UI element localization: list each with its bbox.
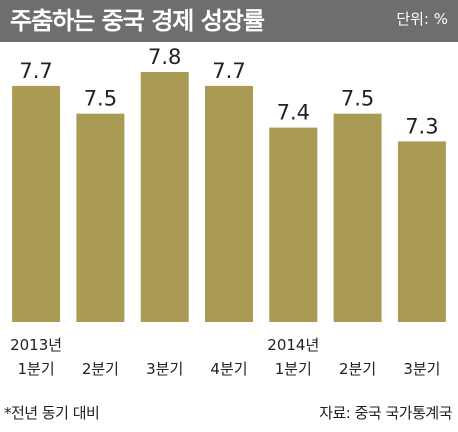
tick-label-year-1: 2013년 (10, 336, 62, 354)
data-label-4: 7.7 (212, 59, 245, 83)
tick-label-quarter-2: 2분기 (82, 360, 119, 378)
bar-chart: 7.7 2013년 1분기 7.5 2분기 7.8 3분기 7.7 4분기 7.4 2014년 1분기… (10, 45, 446, 378)
source-note: 자료: 중국 국가통계국 (319, 404, 452, 422)
data-label-6: 7.5 (341, 87, 374, 111)
data-label-5: 7.4 (277, 101, 310, 125)
bar-4 (205, 85, 253, 323)
bar-7 (397, 141, 446, 322)
tick-label-quarter-1: 1분기 (18, 360, 55, 378)
tick-label-year-5: 2014년 (267, 336, 319, 354)
tick-label-quarter-5: 1분기 (275, 360, 312, 378)
data-label-7: 7.3 (405, 114, 438, 138)
bar-3 (140, 72, 189, 322)
data-label-1: 7.7 (19, 59, 52, 83)
bar-1 (12, 85, 61, 323)
chart-title: 주춤하는 중국 경제 성장률 (10, 7, 265, 35)
tick-label-quarter-4: 4분기 (210, 360, 247, 378)
tick-label-quarter-3: 3분기 (146, 360, 183, 378)
data-label-2: 7.5 (84, 87, 117, 111)
bar-6 (333, 113, 382, 322)
data-label-3: 7.8 (148, 45, 181, 69)
bar-5 (269, 127, 318, 322)
tick-label-quarter-7: 3분기 (403, 360, 440, 378)
bar-2 (76, 113, 125, 322)
tick-label-quarter-6: 2분기 (339, 360, 376, 378)
footnote: *전년 동기 대비 (4, 404, 100, 422)
chart-header: 주춤하는 중국 경제 성장률 단위: % (0, 0, 458, 42)
unit-label: 단위: % (396, 10, 448, 28)
